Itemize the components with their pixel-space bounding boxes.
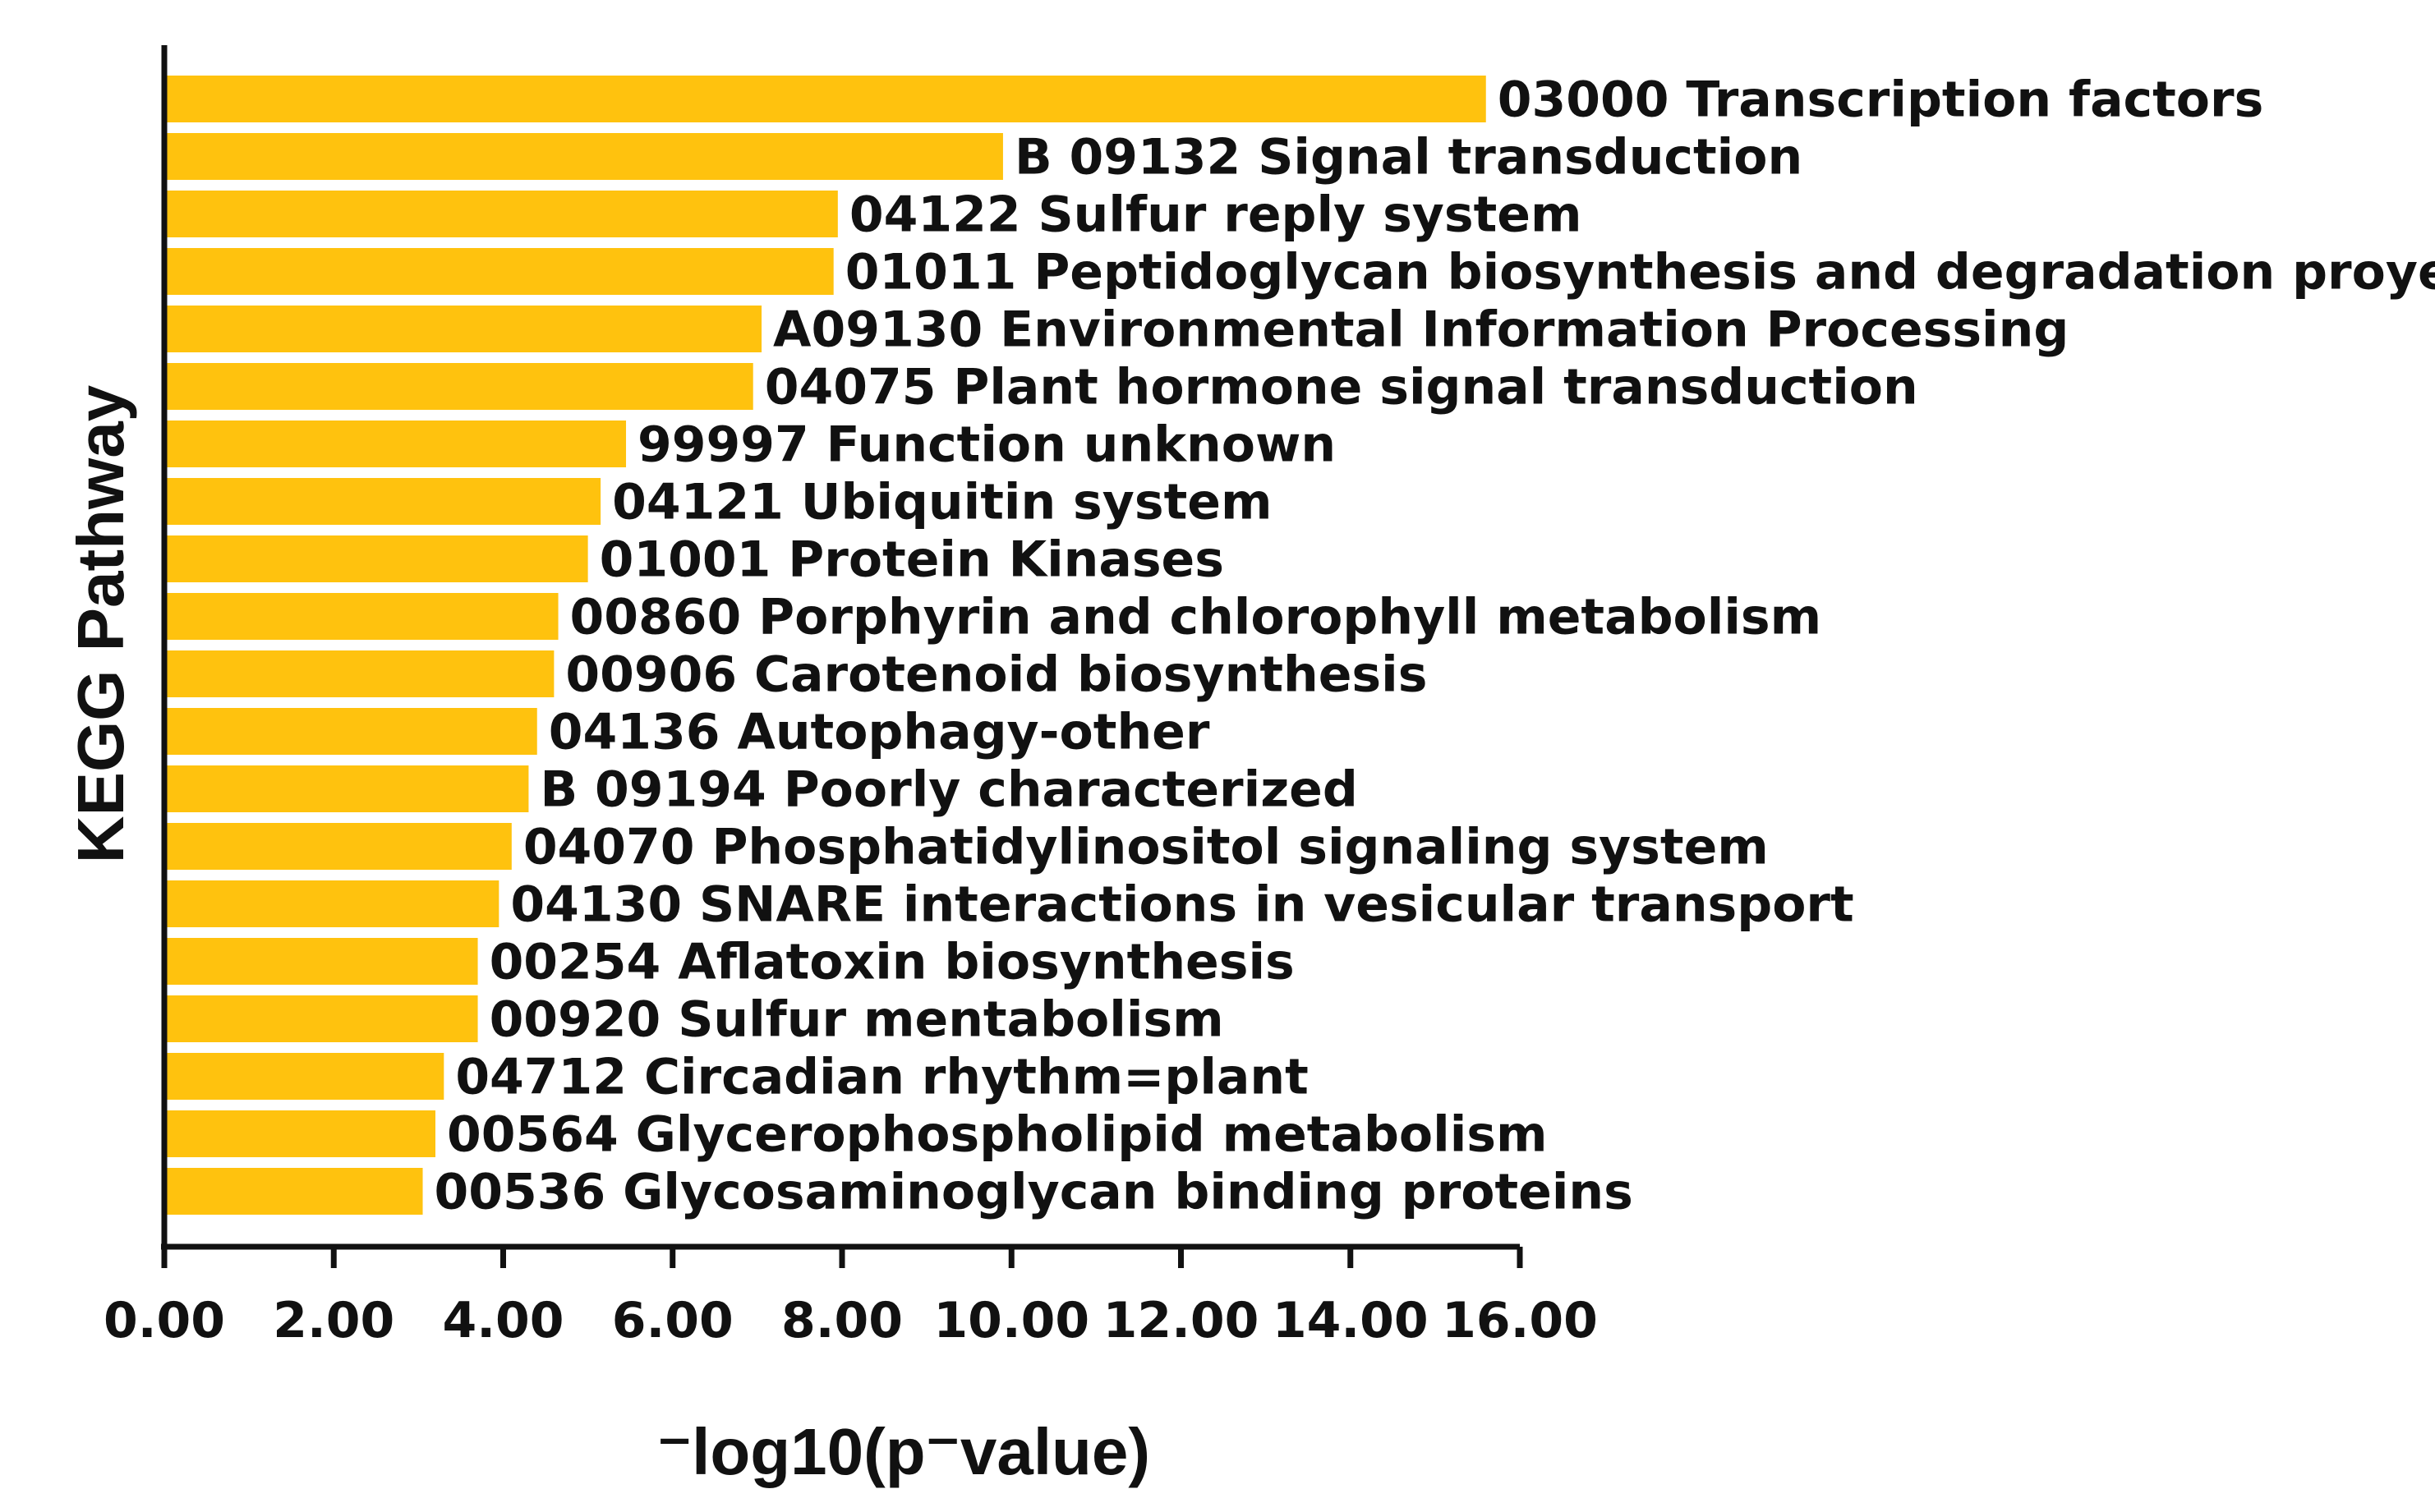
x-tick-label: 14.00 (1273, 1292, 1429, 1349)
bar-label: 04075 Plant hormone signal transduction (765, 359, 1918, 416)
bar-label: 04712 Circadian rhythm=plant (455, 1049, 1309, 1106)
x-tick-label: 8.00 (781, 1292, 903, 1349)
bar-label: 01001 Protein Kinases (600, 531, 1224, 589)
bar (164, 823, 512, 870)
bar-label: 01011 Peptidoglycan biosynthesis and deg… (845, 244, 2435, 301)
bar (164, 995, 478, 1042)
bar (164, 478, 601, 525)
x-axis-title: ⁻log10(p⁻value) (657, 1415, 1150, 1488)
x-tick-label: 0.00 (104, 1292, 225, 1349)
bar (164, 421, 627, 467)
bar-label: 00536 Glycosaminoglycan binding proteins (435, 1164, 1633, 1221)
bar (164, 363, 753, 410)
x-tick-label: 2.00 (273, 1292, 394, 1349)
bar-label: 04121 Ubiquitin system (612, 474, 1272, 531)
bar (164, 650, 555, 697)
bar (164, 765, 529, 812)
bar-label: 00860 Porphyrin and chlorophyll metaboli… (570, 589, 1822, 646)
bar (164, 248, 834, 295)
bar (164, 880, 499, 927)
bar-label: 00254 Aflatoxin biosynthesis (490, 934, 1295, 991)
bar (164, 76, 1486, 122)
bar-label: 04122 Sulfur reply system (849, 186, 1582, 244)
bar (164, 938, 478, 985)
bars-layer (164, 76, 1486, 1215)
bar-label: B 09132 Signal transduction (1015, 129, 1802, 186)
bar-label: 04070 Phosphatidylinositol signaling sys… (523, 819, 1769, 876)
bar-label: 04130 SNARE interactions in vesicular tr… (510, 876, 1853, 934)
x-tick-label: 12.00 (1103, 1292, 1259, 1349)
bar (164, 306, 762, 352)
bar (164, 133, 1003, 180)
bar (164, 535, 588, 582)
bar (164, 191, 838, 237)
bar-label: B 09194 Poorly characterized (540, 761, 1357, 819)
bar-label: A09130 Environmental Information Process… (773, 301, 2069, 359)
bar (164, 1110, 435, 1157)
bar-label: 00906 Carotenoid biosynthesis (565, 646, 1427, 704)
bar (164, 708, 537, 755)
bar (164, 593, 559, 640)
bar (164, 1168, 423, 1215)
x-tick-label: 6.00 (612, 1292, 734, 1349)
bar (164, 1053, 444, 1100)
bar-label: 04136 Autophagy-other (549, 704, 1210, 761)
y-axis-title: KEGG Pathway (64, 384, 137, 863)
bar-label: 03000 Transcription factors (1498, 71, 2264, 129)
x-tick-label: 4.00 (442, 1292, 564, 1349)
bar-label: 00564 Glycerophospholipid metabolism (447, 1106, 1548, 1164)
bar-label: 00920 Sulfur mentabolism (490, 991, 1224, 1049)
x-ticks-layer: 0.00 2.00 4.00 6.00 8.00 10.00 12.00 14.00 16.00 (104, 1247, 1598, 1349)
x-tick-label: 10.00 (933, 1292, 1089, 1349)
bar-label: 99997 Function unknown (638, 416, 1336, 474)
x-tick-label: 16.00 (1442, 1292, 1598, 1349)
